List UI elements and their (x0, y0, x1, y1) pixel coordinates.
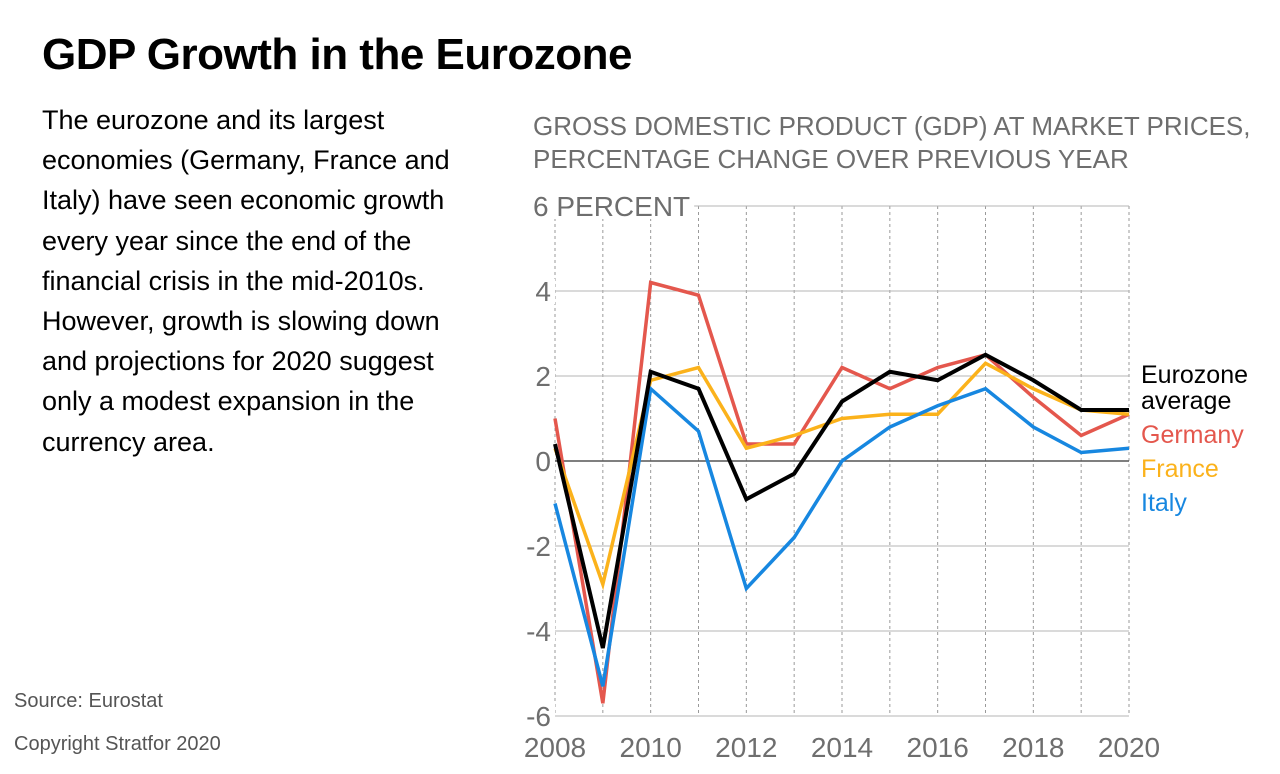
series-line-italy (553, 385, 1130, 687)
svg-text:6 PERCENT: 6 PERCENT (533, 191, 690, 222)
x-tick-label-2014: 2014 (811, 732, 873, 763)
legend-italy: Italy (1141, 489, 1187, 517)
series-line-eurozone-average (553, 352, 1129, 649)
svg-text:-6: -6 (526, 701, 551, 732)
chart-title: GROSS DOMESTIC PRODUCT (GDP) AT MARKET P… (533, 111, 1251, 174)
svg-text:-4: -4 (526, 616, 551, 647)
svg-text:0: 0 (535, 446, 551, 477)
page-title: GDP Growth in the Eurozone (42, 30, 632, 79)
x-tick-label-2016: 2016 (907, 732, 969, 763)
legend-eurozone-average: Eurozone (1141, 361, 1248, 389)
x-tick-label-2012: 2012 (715, 732, 777, 763)
x-tick-label-2008: 2008 (524, 732, 586, 763)
source-note: Source: Eurostat (14, 690, 163, 712)
y-axis-labels: -6 -4 -2 0 2 4 6 PERCENT (524, 191, 695, 732)
y-tick-label-2: 2 (533, 361, 555, 392)
series-line-france (553, 361, 1130, 591)
svg-text:-2: -2 (526, 531, 551, 562)
svg-text:2: 2 (535, 361, 551, 392)
legend-eurozone-average: average (1141, 387, 1231, 415)
series-lines (553, 280, 1130, 704)
series-line-germany (553, 280, 1130, 704)
x-tick-label-2020: 2020 (1098, 732, 1160, 763)
y-tick-label-4: 4 (533, 276, 555, 307)
x-tick-label-2010: 2010 (620, 732, 682, 763)
y-tick-label-0: 0 (533, 446, 555, 477)
y-tick-label--6: -6 (524, 701, 555, 732)
y-tick-label--2: -2 (524, 531, 555, 562)
svg-text:4: 4 (535, 276, 551, 307)
intro-paragraph: The eurozone and its largest economies (… (42, 105, 450, 457)
y-tick-label-6: 6 PERCENT (531, 191, 695, 222)
x-tick-label-2018: 2018 (1002, 732, 1064, 763)
y-tick-label--4: -4 (524, 616, 555, 647)
copyright-note: Copyright Stratfor 2020 (14, 733, 221, 755)
legend-germany: Germany (1141, 421, 1244, 449)
x-axis-labels: 2008 2010 2012 2014 2016 2018 2020 (524, 732, 1160, 763)
legend-france: France (1141, 455, 1219, 483)
